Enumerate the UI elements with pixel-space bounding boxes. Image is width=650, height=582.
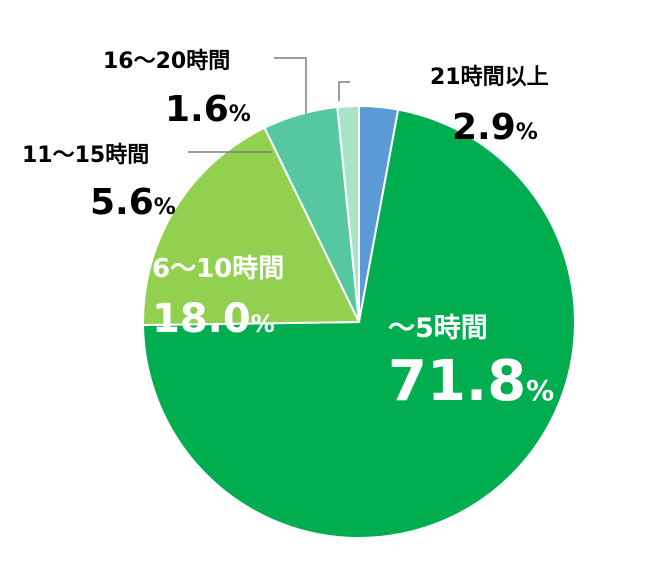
pie-slice-6-10h <box>142 126 361 327</box>
value-unit-6-10h: % <box>251 310 275 338</box>
value-label-11-15h: 5.6% <box>90 182 176 223</box>
value-number-under-5h: 71.8 <box>388 349 526 414</box>
pie-slices <box>142 104 576 539</box>
value-number-21h-plus: 2.9 <box>452 107 516 148</box>
value-label-under-5h: 71.8% <box>388 349 554 414</box>
value-number-11-15h: 5.6 <box>90 182 154 223</box>
category-label-under-5h: ～5時間 <box>388 313 488 344</box>
category-label-11-15h: 11～15時間 <box>22 143 149 168</box>
value-unit-11-15h: % <box>154 195 176 220</box>
slice-labels: ～5時間 71.8% 6～10時間 18.0% 11～15時間 5.6% 16～20時間 1.… <box>22 49 554 414</box>
leader-lines <box>188 57 350 153</box>
value-unit-21h-plus: % <box>516 120 538 145</box>
value-unit-under-5h: % <box>526 374 554 407</box>
value-label-21h-plus: 2.9% <box>452 107 538 148</box>
category-label-21h-plus: 21時間以上 <box>430 65 549 90</box>
value-number-6-10h: 18.0 <box>152 296 251 342</box>
pie-slice-under-5h <box>142 108 576 539</box>
leader-line-21h-plus <box>338 81 350 101</box>
category-label-6-10h: 6～10時間 <box>152 254 284 284</box>
category-label-16-20h: 16～20時間 <box>103 49 230 74</box>
pie-slice-16-20h <box>336 104 360 323</box>
value-unit-16-20h: % <box>229 102 251 127</box>
leader-line-16-20h <box>274 57 307 114</box>
value-label-16-20h: 1.6% <box>165 89 251 130</box>
value-number-16-20h: 1.6 <box>165 89 229 130</box>
value-label-6-10h: 18.0% <box>152 296 275 342</box>
